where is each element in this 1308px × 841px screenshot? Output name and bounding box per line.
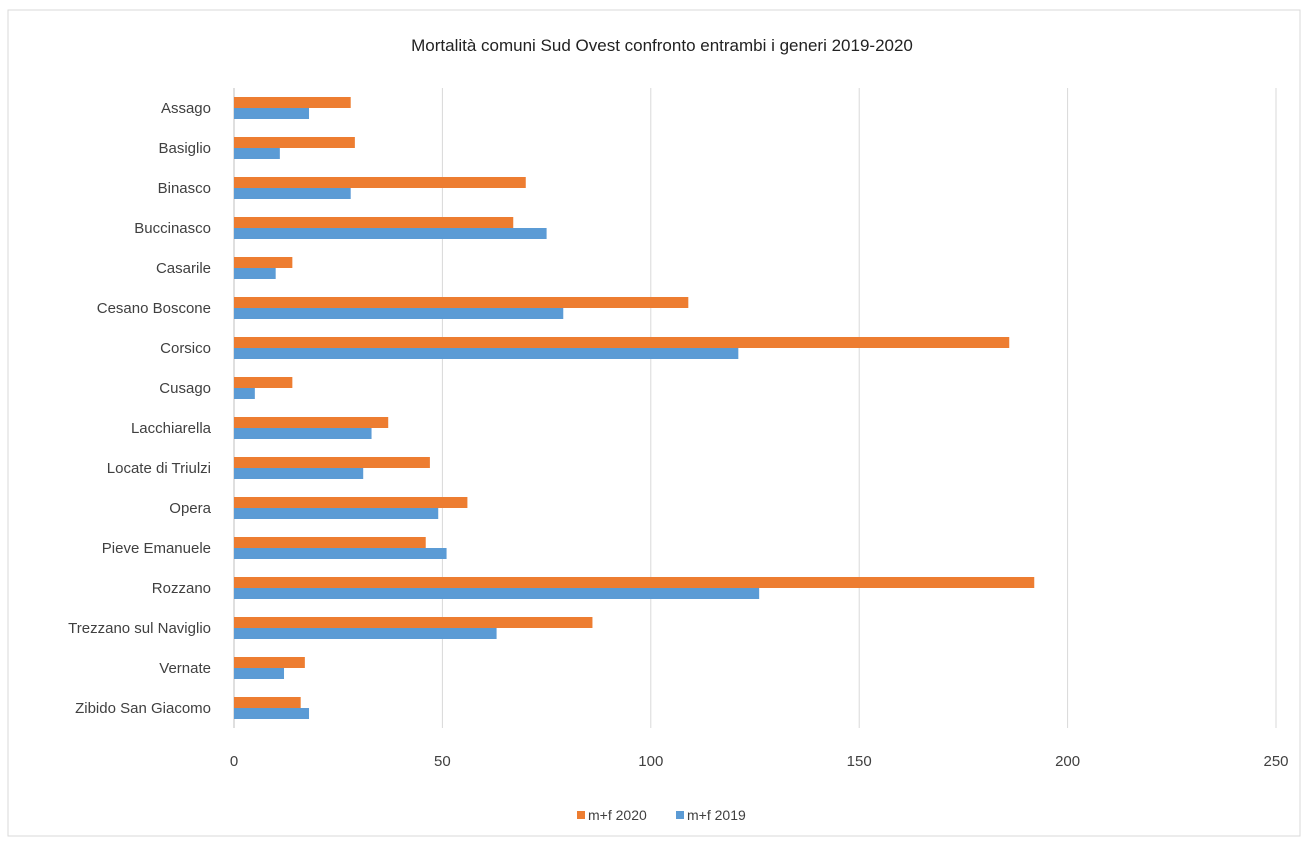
legend-swatch-2020 (577, 811, 585, 819)
bar-2020-opera (234, 497, 468, 508)
category-label: Rozzano (152, 580, 211, 597)
x-tick-label: 0 (230, 753, 238, 770)
bar-2019-basiglio (234, 148, 280, 159)
category-label: Cesano Boscone (97, 300, 211, 317)
bar-2020-buccinasco (234, 217, 514, 228)
bar-2019-binasco (234, 188, 351, 199)
bar-2019-cesano-boscone (234, 308, 564, 319)
x-tick-label: 250 (1263, 753, 1288, 770)
chart-border (7, 9, 1301, 837)
bar-2019-lacchiarella (234, 428, 372, 439)
category-label: Zibido San Giacomo (75, 700, 211, 717)
category-label: Cusago (159, 380, 211, 397)
bar-2020-binasco (234, 177, 526, 188)
legend-label: m+f 2019 (687, 807, 746, 823)
bar-2019-zibido-san-giacomo (234, 708, 310, 719)
bar-2019-cusago (234, 388, 255, 399)
bar-2020-pieve-emanuele (234, 537, 426, 548)
bar-2020-basiglio (234, 137, 355, 148)
x-tick-labels: 0 50 100 150 200 250 (230, 753, 1289, 770)
bar-2020-locate-di-triulzi (234, 457, 430, 468)
category-labels: Assago Basiglio Binasco Buccinasco Casarile C… (68, 100, 212, 717)
category-label: Basiglio (158, 140, 211, 157)
category-label: Opera (169, 500, 211, 517)
category-label: Buccinasco (134, 220, 211, 237)
x-tick-label: 50 (434, 753, 451, 770)
x-tick-label: 150 (847, 753, 872, 770)
bar-2019-assago (234, 108, 310, 119)
bar-2019-buccinasco (234, 228, 547, 239)
bars (234, 97, 1035, 719)
category-label: Assago (161, 100, 211, 117)
category-label: Binasco (158, 180, 211, 197)
bar-2020-casarile (234, 257, 293, 268)
category-label: Vernate (159, 660, 211, 677)
legend-swatch-2019 (676, 811, 684, 819)
bar-2019-locate-di-triulzi (234, 468, 364, 479)
bar-2019-opera (234, 508, 439, 519)
bar-2019-trezzano-sul-naviglio (234, 628, 497, 639)
category-label: Corsico (160, 340, 211, 357)
category-label: Casarile (156, 260, 211, 277)
bar-2020-assago (234, 97, 351, 108)
x-tick-label: 100 (638, 753, 663, 770)
bar-2019-corsico (234, 348, 739, 359)
legend: m+f 2020 m+f 2019 (577, 807, 746, 823)
category-label: Pieve Emanuele (102, 540, 211, 557)
bar-2020-cesano-boscone (234, 297, 689, 308)
chart-title: Mortalità comuni Sud Ovest confronto ent… (411, 36, 913, 55)
category-label: Locate di Triulzi (107, 460, 211, 477)
bar-2019-rozzano (234, 588, 760, 599)
bar-2020-rozzano (234, 577, 1035, 588)
x-tick-label: 200 (1055, 753, 1080, 770)
category-label: Lacchiarella (131, 420, 212, 437)
bar-2020-trezzano-sul-naviglio (234, 617, 593, 628)
bar-2020-vernate (234, 657, 305, 668)
bar-2020-zibido-san-giacomo (234, 697, 301, 708)
bar-2019-vernate (234, 668, 285, 679)
bar-2020-cusago (234, 377, 293, 388)
bar-2020-lacchiarella (234, 417, 389, 428)
bar-2019-casarile (234, 268, 276, 279)
legend-label: m+f 2020 (588, 807, 647, 823)
category-label: Trezzano sul Naviglio (68, 620, 211, 637)
bar-2019-pieve-emanuele (234, 548, 447, 559)
bar-2020-corsico (234, 337, 1010, 348)
